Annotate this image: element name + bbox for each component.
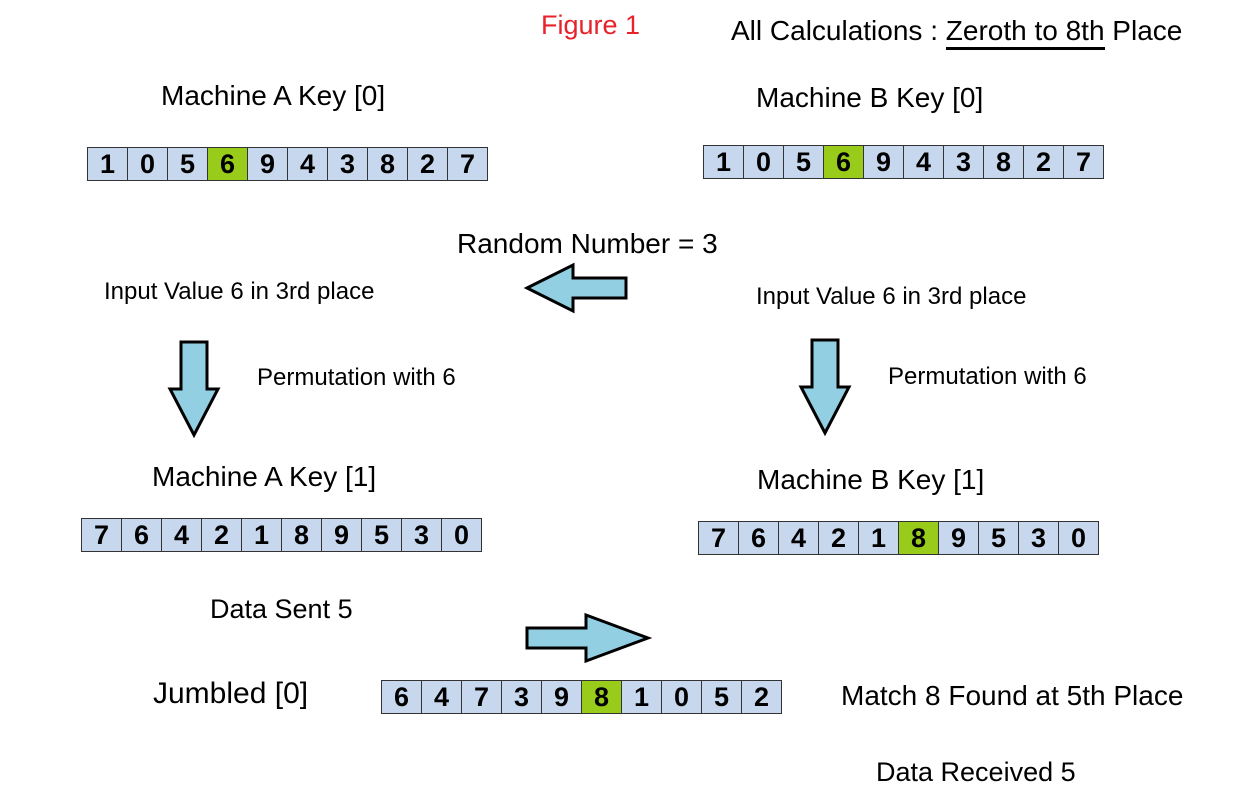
highlighted-digit-cell: 6	[207, 147, 248, 181]
digit-cell: 5	[783, 145, 824, 179]
digit-cell: 9	[247, 147, 288, 181]
calc-suffix: Place	[1104, 15, 1183, 46]
digit-cell: 7	[1063, 145, 1104, 179]
digit-cell: 2	[201, 518, 242, 552]
down-arrow-icon-a	[167, 340, 221, 439]
digit-cell: 9	[938, 521, 979, 555]
digit-cell: 3	[943, 145, 984, 179]
digit-cell: 7	[461, 680, 502, 714]
digit-cell: 8	[281, 518, 322, 552]
machine-b-permutation-label: Permutation with 6	[888, 363, 1087, 390]
digit-cell: 5	[361, 518, 402, 552]
digit-cell: 8	[367, 147, 408, 181]
digit-cell: 1	[858, 521, 899, 555]
digit-cell: 2	[818, 521, 859, 555]
highlighted-digit-cell: 8	[581, 680, 622, 714]
digit-cell: 6	[121, 518, 162, 552]
digit-cell: 6	[738, 521, 779, 555]
random-number-label: Random Number = 3	[457, 228, 718, 259]
machine-a-key1-title: Machine A Key [1]	[152, 461, 377, 492]
digit-cell: 0	[743, 145, 784, 179]
digit-cell: 5	[167, 147, 208, 181]
digit-cell: 3	[401, 518, 442, 552]
digit-cell: 4	[161, 518, 202, 552]
data-sent-label: Data Sent 5	[210, 594, 353, 624]
calc-underlined: Zeroth to 8th	[945, 15, 1105, 50]
digit-cell: 5	[978, 521, 1019, 555]
digit-cell: 1	[87, 147, 128, 181]
machine-a-permutation-label: Permutation with 6	[257, 364, 456, 391]
machine-b-input-label: Input Value 6 in 3rd place	[756, 283, 1027, 310]
digit-cell: 9	[321, 518, 362, 552]
digit-cell: 1	[241, 518, 282, 552]
jumbled-title: Jumbled [0]	[153, 677, 309, 710]
digit-cell: 9	[541, 680, 582, 714]
digit-cell: 4	[778, 521, 819, 555]
digit-cell: 7	[698, 521, 739, 555]
calc-prefix: All Calculations :	[731, 15, 946, 46]
digit-cell: 7	[447, 147, 488, 181]
calculation-range-note: All Calculations : Zeroth to 8th Place	[731, 15, 1183, 50]
digit-cell: 9	[863, 145, 904, 179]
down-arrow-icon-b	[798, 338, 852, 437]
left-arrow-icon	[523, 262, 628, 314]
digit-cell: 3	[327, 147, 368, 181]
right-arrow-icon	[525, 612, 653, 664]
digit-cell: 6	[381, 680, 422, 714]
digit-cell: 8	[983, 145, 1024, 179]
highlighted-digit-cell: 8	[898, 521, 939, 555]
machine-a-key0-title: Machine A Key [0]	[161, 80, 386, 111]
digit-cell: 2	[407, 147, 448, 181]
digit-cell: 0	[1058, 521, 1099, 555]
highlighted-digit-cell: 6	[823, 145, 864, 179]
digit-cell: 3	[501, 680, 542, 714]
digit-cell: 0	[661, 680, 702, 714]
data-received-label: Data Received 5	[876, 757, 1076, 787]
digit-cell: 0	[441, 518, 482, 552]
digit-cell: 7	[81, 518, 122, 552]
digit-cell: 1	[703, 145, 744, 179]
digit-cell: 0	[127, 147, 168, 181]
digit-cell: 2	[741, 680, 782, 714]
machine-a-input-label: Input Value 6 in 3rd place	[104, 278, 375, 305]
match-found-label: Match 8 Found at 5th Place	[841, 680, 1184, 711]
digit-cell: 3	[1018, 521, 1059, 555]
digit-cell: 4	[287, 147, 328, 181]
machine-b-key0-title: Machine B Key [0]	[756, 82, 984, 113]
machine-b-key1-title: Machine B Key [1]	[757, 464, 985, 495]
figure-label: Figure 1	[541, 10, 641, 40]
digit-cell: 5	[701, 680, 742, 714]
digit-cell: 2	[1023, 145, 1064, 179]
digit-cell: 4	[421, 680, 462, 714]
digit-cell: 4	[903, 145, 944, 179]
digit-cell: 1	[621, 680, 662, 714]
